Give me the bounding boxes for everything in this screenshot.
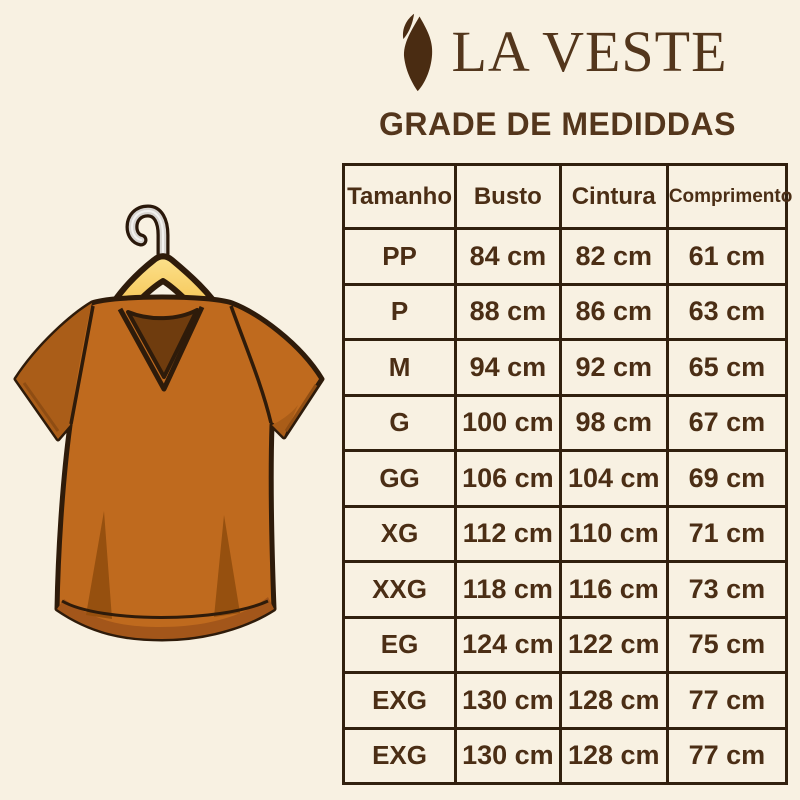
cintura-cell: 116 cm bbox=[558, 560, 669, 619]
brand-logo-icon bbox=[402, 13, 432, 92]
cintura-cell: 122 cm bbox=[558, 615, 669, 674]
tshirt-illustration bbox=[13, 204, 325, 642]
cintura-cell: 104 cm bbox=[558, 449, 669, 508]
busto-cell: 118 cm bbox=[454, 560, 562, 619]
brand-name: LA VESTE bbox=[451, 19, 728, 84]
size-cell: GG bbox=[341, 449, 458, 508]
busto-cell: 106 cm bbox=[454, 449, 562, 508]
size-cell: EG bbox=[341, 615, 458, 674]
comprimento-cell: 77 cm bbox=[665, 671, 789, 730]
col-header-busto: Busto bbox=[454, 163, 562, 230]
comprimento-cell: 65 cm bbox=[665, 338, 789, 397]
cintura-cell: 82 cm bbox=[558, 227, 669, 286]
brand-row: LA VESTE bbox=[325, 6, 790, 98]
busto-cell: 130 cm bbox=[454, 671, 562, 730]
busto-cell: 112 cm bbox=[454, 504, 562, 563]
table-row: M 94 cm 92 cm 65 cm bbox=[341, 338, 789, 397]
size-cell: M bbox=[341, 338, 458, 397]
cintura-cell: 110 cm bbox=[558, 504, 669, 563]
comprimento-cell: 73 cm bbox=[665, 560, 789, 619]
size-table: Tamanho Busto Cintura Comprimento PP 84 … bbox=[341, 163, 792, 785]
busto-cell: 88 cm bbox=[454, 282, 562, 341]
table-row: PP 84 cm 82 cm 61 cm bbox=[341, 227, 789, 286]
comprimento-cell: 75 cm bbox=[665, 615, 789, 674]
table-row: GG 106 cm 104 cm 69 cm bbox=[341, 449, 789, 508]
busto-cell: 94 cm bbox=[454, 338, 562, 397]
table-row: G 100 cm 98 cm 67 cm bbox=[341, 393, 789, 452]
size-cell: XXG bbox=[341, 560, 458, 619]
tshirt-icon bbox=[13, 294, 325, 642]
page-title: GRADE DE MEDIDDAS bbox=[379, 106, 736, 142]
comprimento-cell: 67 cm bbox=[665, 393, 789, 452]
cintura-cell: 86 cm bbox=[558, 282, 669, 341]
col-header-tamanho: Tamanho bbox=[341, 163, 458, 230]
table-header-row: Tamanho Busto Cintura Comprimento bbox=[341, 163, 792, 230]
table-row: EXG 130 cm 128 cm 77 cm bbox=[341, 671, 789, 730]
table-row: EG 124 cm 122 cm 75 cm bbox=[341, 615, 789, 674]
busto-cell: 124 cm bbox=[454, 615, 562, 674]
cintura-cell: 92 cm bbox=[558, 338, 669, 397]
size-cell: PP bbox=[341, 227, 458, 286]
col-header-comprimento: Comprimento bbox=[665, 163, 792, 230]
comprimento-cell: 77 cm bbox=[665, 726, 789, 785]
cintura-cell: 128 cm bbox=[558, 671, 669, 730]
size-cell: EXG bbox=[341, 726, 458, 785]
comprimento-cell: 63 cm bbox=[665, 282, 789, 341]
cintura-cell: 128 cm bbox=[558, 726, 669, 785]
table-row: XXG 118 cm 116 cm 73 cm bbox=[341, 560, 789, 619]
table-row: EXG 130 cm 128 cm 77 cm bbox=[341, 726, 789, 785]
comprimento-cell: 71 cm bbox=[665, 504, 789, 563]
size-cell: XG bbox=[341, 504, 458, 563]
comprimento-cell: 61 cm bbox=[665, 227, 789, 286]
busto-cell: 100 cm bbox=[454, 393, 562, 452]
size-cell: EXG bbox=[341, 671, 458, 730]
table-row: P 88 cm 86 cm 63 cm bbox=[341, 282, 789, 341]
size-cell: P bbox=[341, 282, 458, 341]
col-header-cintura: Cintura bbox=[558, 163, 669, 230]
size-cell: G bbox=[341, 393, 458, 452]
comprimento-cell: 69 cm bbox=[665, 449, 789, 508]
busto-cell: 84 cm bbox=[454, 227, 562, 286]
brand-header: LA VESTE GRADE DE MEDIDDAS bbox=[325, 0, 790, 140]
table-row: XG 112 cm 110 cm 71 cm bbox=[341, 504, 789, 563]
busto-cell: 130 cm bbox=[454, 726, 562, 785]
hanger-hook-icon bbox=[125, 204, 170, 264]
cintura-cell: 98 cm bbox=[558, 393, 669, 452]
